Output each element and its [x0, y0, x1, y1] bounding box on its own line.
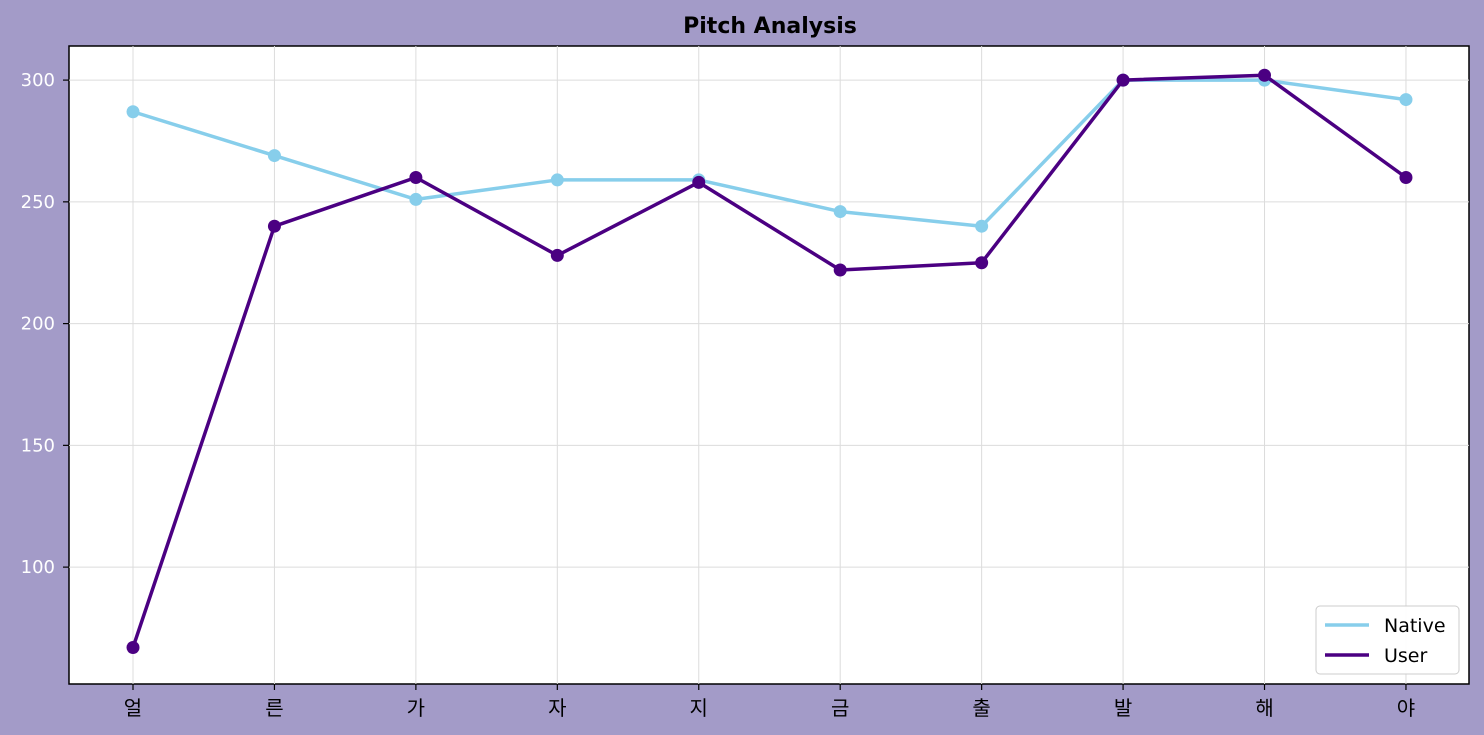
data-point-native — [267, 149, 281, 163]
series-line-native — [132, 78, 1407, 228]
legend-box — [1315, 605, 1460, 675]
y-tick-label: 150 — [21, 435, 55, 456]
data-point-user — [1258, 68, 1272, 82]
y-tick-label: 100 — [21, 557, 55, 578]
x-tick-label: 해 — [1255, 696, 1273, 720]
series-line-user — [131, 73, 1407, 649]
x-tick-label: 발 — [1114, 696, 1132, 720]
data-point-user — [833, 263, 847, 277]
x-tick-label: 야 — [1397, 696, 1415, 720]
x-tick-label: 금 — [831, 696, 849, 720]
data-point-native — [975, 219, 989, 233]
grid-layer — [69, 46, 1469, 684]
y-tick-label: 200 — [21, 314, 55, 335]
data-point-native — [1399, 93, 1413, 107]
data-point-native — [833, 205, 847, 219]
x-tick-label: 가 — [407, 696, 425, 720]
data-point-user — [692, 175, 706, 189]
data-point-native — [126, 105, 140, 119]
x-tick-label: 른 — [265, 696, 283, 720]
x-tick-label: 출 — [972, 696, 990, 720]
data-point-user — [975, 256, 989, 270]
x-tick-label: 지 — [690, 696, 708, 720]
data-point-user — [267, 219, 281, 233]
data-point-user — [1399, 170, 1413, 184]
data-point-user — [1116, 73, 1130, 87]
chart-title: Pitch Analysis — [683, 14, 857, 39]
data-point-user — [409, 170, 423, 184]
series-layer — [126, 68, 1413, 654]
x-tick-label: 자 — [548, 696, 566, 720]
legend-label: Native — [1384, 615, 1446, 637]
data-point-native — [550, 173, 564, 187]
legend: Native User — [1315, 605, 1460, 675]
data-point-user — [126, 640, 140, 654]
axis-layer: 얼 른 가 자 지 금 출 발 해 야 100 150 200 250 300 — [21, 70, 1416, 720]
y-tick-label: 300 — [21, 70, 55, 91]
data-point-native — [409, 192, 423, 206]
legend-label: User — [1384, 645, 1427, 667]
data-point-user — [550, 248, 564, 262]
x-tick-label: 얼 — [124, 696, 142, 720]
plot-area — [68, 45, 1470, 685]
y-tick-label: 250 — [21, 192, 55, 213]
